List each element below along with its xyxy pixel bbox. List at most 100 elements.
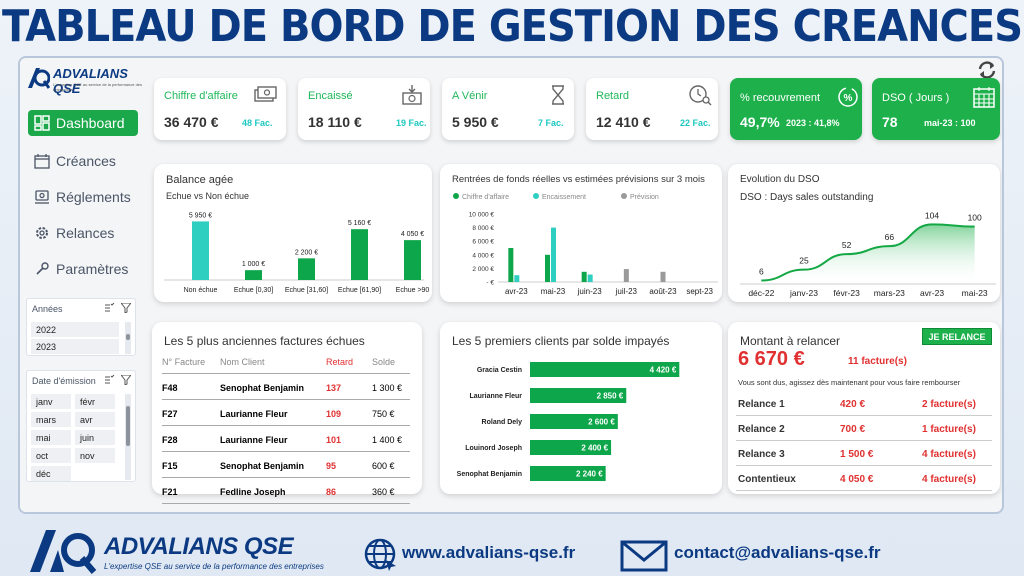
table-row[interactable]: F28 Laurianne Fleur 101 1 400 € <box>162 426 410 452</box>
clear-filter-icon[interactable] <box>121 375 131 385</box>
year-chip[interactable]: 2023 <box>31 339 119 354</box>
client-name: Laurianne Fleur <box>220 435 288 445</box>
kpi-sub: mai-23 : 100 <box>924 118 976 128</box>
clients-chart: Gracia Cestin 4 420 € Laurianne Fleur 2 850… <box>457 362 680 481</box>
nav-dashboard[interactable]: Dashboard <box>28 110 138 136</box>
month-chip[interactable]: avr <box>75 412 115 427</box>
calendar-icon <box>34 153 50 169</box>
month-chip[interactable]: mai <box>31 430 71 445</box>
date-scroll-thumb[interactable] <box>126 406 130 446</box>
table-row[interactable]: F21 Fedline Joseph 86 360 € <box>162 478 410 504</box>
nav-parametres[interactable]: Paramètres <box>28 256 138 282</box>
table-row[interactable]: F15 Senophat Benjamin 95 600 € <box>162 452 410 478</box>
svg-text:%: % <box>844 93 853 104</box>
relance-level: Contentieux <box>738 474 796 485</box>
table-row[interactable]: F27 Laurianne Fleur 109 750 € <box>162 400 410 426</box>
relance-level: Relance 1 <box>738 399 785 410</box>
tick-label: sept-23 <box>686 287 713 296</box>
data-label: 52 <box>842 240 852 250</box>
multiselect-icon[interactable] <box>105 303 115 313</box>
relance-row[interactable]: Relance 3 1 500 € 4 facture(s) <box>736 442 992 466</box>
multiselect-icon[interactable] <box>105 375 115 385</box>
delay-days: 86 <box>326 487 337 497</box>
relance-level: Relance 2 <box>738 424 785 435</box>
date-filter: Date d'émission janv févr mars avr mai j… <box>26 370 136 482</box>
relance-button[interactable]: JE RELANCE <box>922 328 992 345</box>
area-fill <box>761 224 975 284</box>
month-chip[interactable]: févr <box>75 394 115 409</box>
footer-logo-icon <box>30 530 97 574</box>
tick-label: mai-23 <box>962 288 988 298</box>
kpi-title: % recouvrement <box>740 92 821 104</box>
kpi-title: Retard <box>596 90 630 102</box>
month-chip[interactable]: nov <box>75 448 115 463</box>
data-label: 2 850 € <box>597 392 624 401</box>
data-label: 2 600 € <box>588 418 615 427</box>
relance-message: Vous sont dus, agissez dès maintenant po… <box>738 378 961 387</box>
relance-invoice-count: 4 facture(s) <box>922 449 976 460</box>
hourglass-icon <box>552 85 564 105</box>
kpi-sub: 7 Fac. <box>538 118 564 128</box>
y-tick-label: 8 000 € <box>472 225 494 232</box>
relance-row[interactable]: Relance 2 700 € 1 facture(s) <box>736 417 992 441</box>
bar <box>351 229 368 280</box>
category-label: Roland Dely <box>482 419 523 426</box>
balance-amount: 750 € <box>372 409 395 419</box>
clock-search-icon <box>689 85 712 106</box>
relance-amount-cell: 1 500 € <box>840 449 874 460</box>
kpi-value: 5 950 € <box>452 114 499 130</box>
bar <box>545 254 550 282</box>
client-name: Senophat Benjamin <box>220 383 305 393</box>
month-chip[interactable]: mars <box>31 412 71 427</box>
years-scroll-thumb[interactable] <box>126 334 130 340</box>
nav-creances[interactable]: Créances <box>28 148 138 174</box>
date-scrollbar[interactable] <box>125 394 131 480</box>
invoice-number: F15 <box>162 461 178 471</box>
date-filter-header: Date d'émission <box>27 371 135 391</box>
data-label: 1 000 € <box>242 261 265 268</box>
bar <box>192 221 209 280</box>
tick-label: Echue [31,60] <box>285 287 328 294</box>
y-tick-label: - € <box>486 280 494 287</box>
relance-row[interactable]: Contentieux 4 050 € 4 facture(s) <box>736 467 992 491</box>
relance-row[interactable]: Relance 1 420 € 2 facture(s) <box>736 392 992 416</box>
nav-reglements[interactable]: Réglements <box>28 184 138 210</box>
y-tick-label: 2 000 € <box>472 266 494 273</box>
col-header: Retard <box>326 357 354 367</box>
month-chip[interactable]: oct <box>31 448 71 463</box>
table-row[interactable]: F48 Senophat Benjamin 137 1 300 € <box>162 374 410 400</box>
clear-filter-icon[interactable] <box>121 303 131 313</box>
delay-days: 137 <box>326 383 342 393</box>
bar <box>551 227 556 282</box>
kpi-title: A Vénir <box>452 90 488 102</box>
year-chip[interactable]: 2022 <box>31 322 119 337</box>
legend-label: Prévision <box>630 194 659 201</box>
relance-amount: 6 670 € <box>738 348 805 370</box>
years-scrollbar[interactable] <box>125 322 131 354</box>
month-chip[interactable]: juin <box>75 430 115 445</box>
website-link[interactable]: www.advalians-qse.fr <box>402 543 576 562</box>
client-name: Fedline Joseph <box>220 487 286 497</box>
bar <box>530 466 606 481</box>
data-label: 6 <box>759 267 764 277</box>
nav-relances[interactable]: Relances <box>28 220 138 246</box>
data-label: 104 <box>925 210 939 220</box>
dashboard-window: ADVALIANS QSE L'expertise QSE au service… <box>18 56 1004 514</box>
kpi-a-venir: A Vénir 5 950 € 7 Fac. <box>442 78 574 140</box>
legend-marker <box>533 193 539 199</box>
month-chip[interactable]: déc <box>31 466 71 481</box>
data-label: 100 <box>968 213 982 223</box>
tick-label: mai-23 <box>541 287 566 296</box>
invoice-number: F28 <box>162 435 178 445</box>
month-chip[interactable]: janv <box>31 394 71 409</box>
refresh-icon[interactable] <box>976 60 998 80</box>
balance-amount: 600 € <box>372 461 395 471</box>
years-filter-header: Années <box>27 299 135 319</box>
bar <box>623 269 629 282</box>
data-label: 2 200 € <box>295 249 318 256</box>
globe-icon <box>364 538 396 571</box>
bar <box>514 275 520 282</box>
tick-label: déc-22 <box>748 288 774 298</box>
percent-icon: % <box>838 87 858 107</box>
email-link[interactable]: contact@advalians-qse.fr <box>674 543 881 562</box>
